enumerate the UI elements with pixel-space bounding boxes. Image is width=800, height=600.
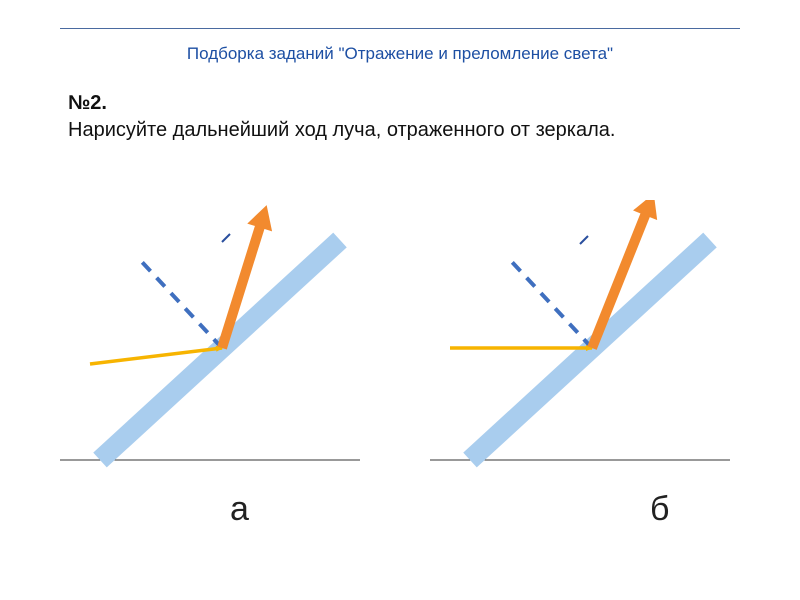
diagram-svg <box>60 200 740 480</box>
label-a: а <box>230 490 249 529</box>
problem-text-block: №2. Нарисуйте дальнейший ход луча, отраж… <box>68 90 740 144</box>
header-rule <box>60 28 740 29</box>
diagram-container <box>60 200 740 485</box>
label-b: б <box>650 490 669 529</box>
problem-number: №2. <box>68 92 107 114</box>
problem-text: Нарисуйте дальнейший ход луча, отраженно… <box>68 119 615 141</box>
page-title: Подборка заданий "Отражение и преломлени… <box>0 44 800 64</box>
